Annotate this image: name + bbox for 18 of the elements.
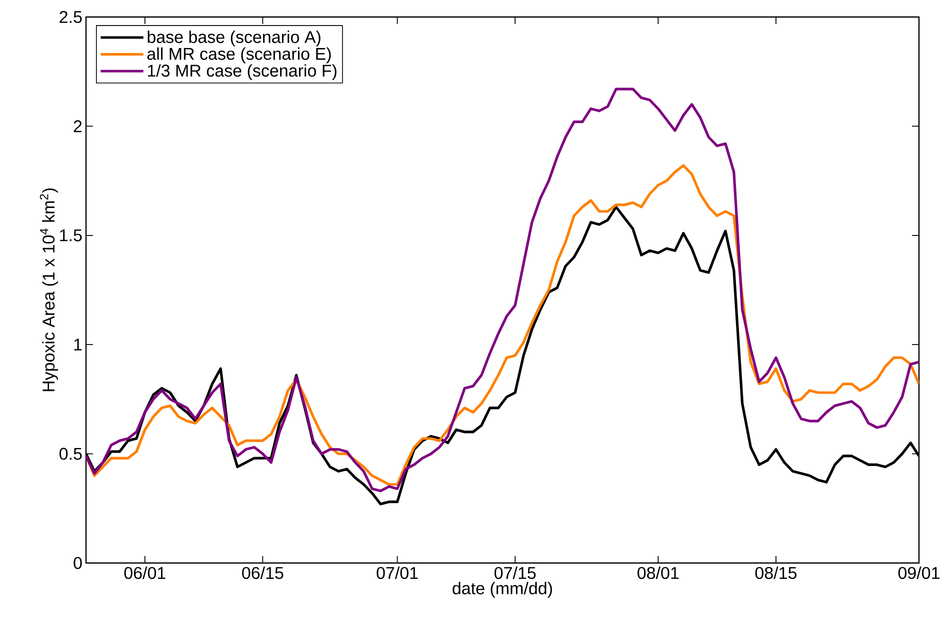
y-tick-label: 0 xyxy=(74,556,82,570)
y-axis-title: Hypoxic Area (1 x 10$^{4}$ km$^{2}$) xyxy=(40,188,58,392)
x-tick-label: 09/01 xyxy=(898,566,940,580)
x-tick-label: 07/01 xyxy=(376,566,418,580)
legend-label: 1/3 MR case (scenario F) xyxy=(148,64,336,80)
x-tick-label: 06/15 xyxy=(242,566,284,580)
x-tick-label: 08/01 xyxy=(638,566,679,580)
y-tick-label: 1.5 xyxy=(60,229,82,242)
y-tick-label: 2.5 xyxy=(60,10,82,24)
x-axis-title: date (mm/dd) xyxy=(452,582,552,598)
y-tick-label: 1 xyxy=(74,338,82,350)
legend-label: base base (scenario A) xyxy=(148,30,320,46)
x-tick-label: 06/01 xyxy=(124,566,166,580)
x-tick-label: 08/15 xyxy=(755,566,796,580)
legend-label: all MR case (scenario E) xyxy=(147,47,331,64)
y-tick-label: 0.5 xyxy=(60,448,82,460)
x-tick-label: 07/15 xyxy=(494,566,536,580)
y-tick-label: 2 xyxy=(74,120,82,132)
